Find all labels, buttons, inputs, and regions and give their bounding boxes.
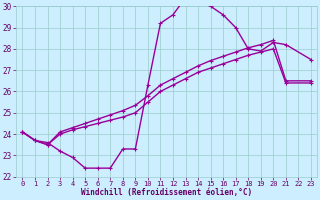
X-axis label: Windchill (Refroidissement éolien,°C): Windchill (Refroidissement éolien,°C) (81, 188, 252, 197)
